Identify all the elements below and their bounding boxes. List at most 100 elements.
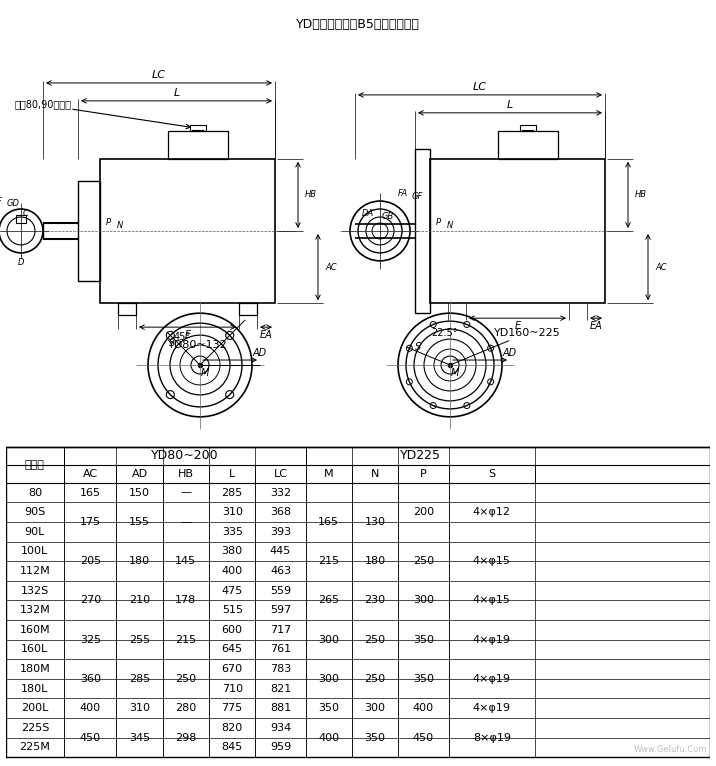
Text: L: L <box>173 88 180 98</box>
Text: AC: AC <box>655 263 667 272</box>
Text: AC: AC <box>83 469 98 479</box>
Text: 445: 445 <box>270 546 291 556</box>
Text: S: S <box>488 469 495 479</box>
Text: 775: 775 <box>221 703 243 713</box>
Text: 280: 280 <box>175 703 196 713</box>
Text: —: — <box>180 487 191 497</box>
Text: 165: 165 <box>79 487 101 497</box>
Bar <box>100 159 275 303</box>
Text: P: P <box>435 218 440 228</box>
Text: —: — <box>180 517 191 527</box>
Text: 934: 934 <box>270 723 291 733</box>
Text: 160M: 160M <box>19 625 50 635</box>
Text: 959: 959 <box>270 742 291 752</box>
Text: 400: 400 <box>413 703 434 713</box>
Text: 350: 350 <box>319 703 339 713</box>
Text: 670: 670 <box>222 664 243 674</box>
Text: P: P <box>105 218 110 228</box>
Text: DA: DA <box>362 208 374 218</box>
Text: AD: AD <box>132 469 147 479</box>
Text: 250: 250 <box>364 634 386 644</box>
Bar <box>118 303 136 315</box>
Text: 393: 393 <box>270 527 291 537</box>
Bar <box>168 131 228 159</box>
Text: 4×φ15: 4×φ15 <box>473 595 511 605</box>
Text: 250: 250 <box>364 674 386 684</box>
Text: 710: 710 <box>222 683 243 693</box>
Text: M: M <box>324 469 334 479</box>
Text: 250: 250 <box>413 556 434 566</box>
Text: 300: 300 <box>319 674 339 684</box>
Text: 4×φ19: 4×φ19 <box>473 634 511 644</box>
Text: S: S <box>169 338 175 348</box>
Text: 400: 400 <box>318 732 339 742</box>
Text: LC: LC <box>152 70 166 80</box>
Text: 45°: 45° <box>173 332 190 342</box>
Text: 225S: 225S <box>21 723 49 733</box>
Text: 515: 515 <box>222 605 243 615</box>
Text: N: N <box>117 221 123 231</box>
Text: 机座80,90无吊攀: 机座80,90无吊攀 <box>15 99 72 109</box>
Text: 180M: 180M <box>19 664 50 674</box>
Text: F: F <box>0 197 1 205</box>
Text: M: M <box>451 368 459 378</box>
Text: 205: 205 <box>79 556 101 566</box>
Text: 145: 145 <box>175 556 196 566</box>
Text: D: D <box>18 258 24 267</box>
Text: 200L: 200L <box>21 703 49 713</box>
Text: YD225: YD225 <box>400 449 441 462</box>
Text: Www.Gelufu.Com: Www.Gelufu.Com <box>634 745 707 755</box>
Text: 845: 845 <box>221 742 243 752</box>
Text: E: E <box>185 330 190 340</box>
Text: GB: GB <box>382 211 394 221</box>
Text: 400: 400 <box>79 703 101 713</box>
Text: 215: 215 <box>175 634 196 644</box>
Text: 450: 450 <box>79 732 101 742</box>
Text: 22.5°: 22.5° <box>432 328 458 338</box>
Text: 180: 180 <box>364 556 386 566</box>
Text: 761: 761 <box>270 644 291 654</box>
Text: 4×φ12: 4×φ12 <box>473 507 511 517</box>
Text: 820: 820 <box>221 723 243 733</box>
Text: 335: 335 <box>222 527 243 537</box>
Text: 881: 881 <box>270 703 291 713</box>
Text: 215: 215 <box>318 556 339 566</box>
Text: 255: 255 <box>129 634 150 644</box>
Text: YD80~200: YD80~200 <box>151 449 218 462</box>
Text: GF: GF <box>411 192 422 201</box>
Text: 783: 783 <box>270 664 291 674</box>
Text: LC: LC <box>473 82 487 92</box>
Text: 300: 300 <box>364 703 386 713</box>
Text: 475: 475 <box>221 585 243 595</box>
Text: 132M: 132M <box>19 605 50 615</box>
Text: AD: AD <box>503 348 517 358</box>
Text: 112M: 112M <box>19 566 50 576</box>
Text: 300: 300 <box>319 634 339 644</box>
Text: N: N <box>371 469 379 479</box>
Text: 368: 368 <box>270 507 291 517</box>
Text: HB: HB <box>635 190 647 199</box>
Text: 400: 400 <box>222 566 243 576</box>
Text: 300: 300 <box>413 595 434 605</box>
Text: 450: 450 <box>413 732 434 742</box>
Text: 559: 559 <box>270 585 291 595</box>
Text: 717: 717 <box>270 625 291 635</box>
Text: 100L: 100L <box>21 546 49 556</box>
Text: 90S: 90S <box>24 507 46 517</box>
Text: 230: 230 <box>364 595 386 605</box>
Text: AC: AC <box>325 263 337 272</box>
Text: C: C <box>23 208 29 218</box>
Text: 178: 178 <box>175 595 196 605</box>
Text: 350: 350 <box>413 674 434 684</box>
Text: 350: 350 <box>413 634 434 644</box>
Text: HB: HB <box>305 190 317 199</box>
Text: 645: 645 <box>222 644 243 654</box>
Text: HB: HB <box>178 469 194 479</box>
Text: 463: 463 <box>270 566 291 576</box>
Text: 600: 600 <box>222 625 243 635</box>
Text: 175: 175 <box>79 517 101 527</box>
Text: 80: 80 <box>28 487 42 497</box>
Text: 180L: 180L <box>21 683 49 693</box>
Text: 4×φ19: 4×φ19 <box>473 674 511 684</box>
Text: 298: 298 <box>175 732 197 742</box>
